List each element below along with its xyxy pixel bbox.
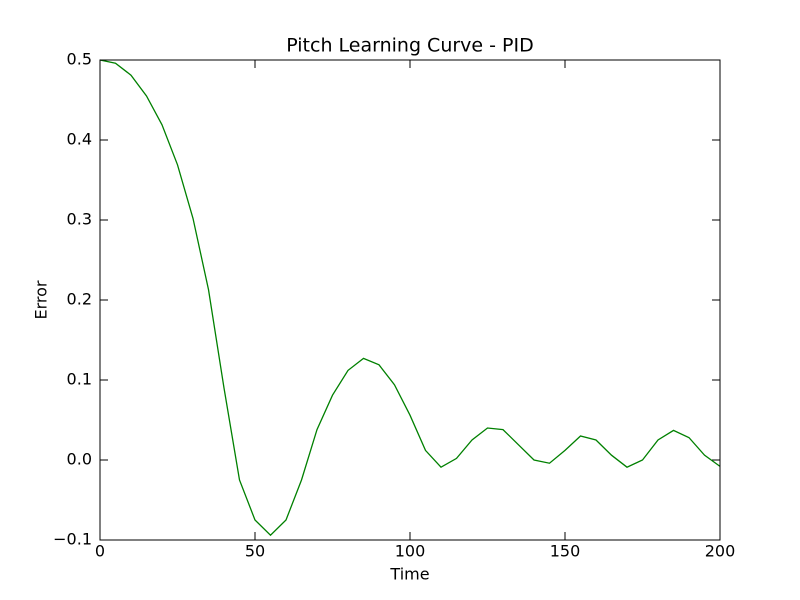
- x-axis-label: Time: [389, 565, 429, 584]
- x-tick-label: 0: [95, 542, 105, 561]
- y-tick-label: 0.3: [67, 210, 92, 229]
- y-tick-label: 0.2: [67, 290, 92, 309]
- y-tick-label: 0.1: [67, 370, 92, 389]
- x-tick-label: 50: [245, 542, 265, 561]
- x-tick-label: 100: [395, 542, 426, 561]
- x-tick-label: 150: [550, 542, 581, 561]
- y-tick-label: 0.4: [67, 130, 92, 149]
- chart-title: Pitch Learning Curve - PID: [286, 35, 534, 57]
- x-tick-label: 200: [705, 542, 736, 561]
- data-line: [99, 59, 721, 537]
- y-tick-label: −0.1: [53, 530, 92, 549]
- plot-frame: [99, 59, 721, 541]
- y-tick-label: 0.5: [67, 50, 92, 69]
- y-axis-label: Error: [32, 280, 51, 319]
- y-tick-label: 0.0: [67, 450, 92, 469]
